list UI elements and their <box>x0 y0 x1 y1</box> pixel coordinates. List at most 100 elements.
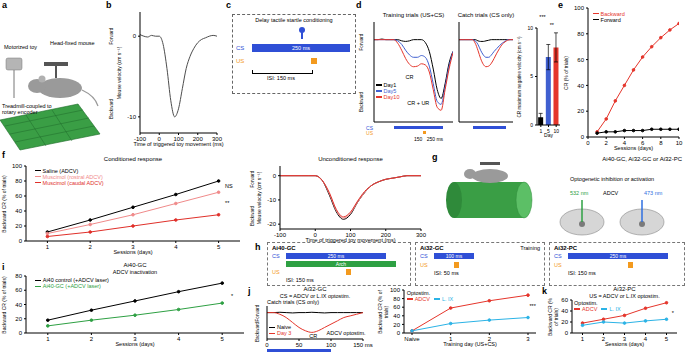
html-text:US: US <box>366 129 373 136</box>
html-text:CS: CS <box>236 45 245 51</box>
svg-text:40: 40 <box>393 313 400 319</box>
svg-text:40: 40 <box>577 83 584 89</box>
svg-text:200: 200 <box>380 232 391 239</box>
svg-text:20: 20 <box>15 223 22 229</box>
svg-text:20: 20 <box>393 322 400 328</box>
svg-text:40: 40 <box>15 302 22 308</box>
svg-text:80: 80 <box>393 296 400 302</box>
svg-text:2: 2 <box>605 140 609 146</box>
html-text:Backward CR (% of trials): Backward CR (% of trials) <box>1 275 8 334</box>
svg-text:2: 2 <box>90 336 94 342</box>
svg-text:0: 0 <box>581 134 585 140</box>
svg-text:4: 4 <box>174 244 178 250</box>
svg-text:-10: -10 <box>267 197 276 203</box>
html-text:Muscimol (caudal ADCV): Muscimol (caudal ADCV) <box>42 179 104 186</box>
svg-text:60: 60 <box>15 193 22 199</box>
svg-text:3: 3 <box>526 336 530 342</box>
svg-text:10: 10 <box>676 140 683 146</box>
svg-text:80: 80 <box>577 31 584 37</box>
svg-text:40: 40 <box>15 208 22 214</box>
html-text:Motorized toy: Motorized toy <box>4 44 37 50</box>
svg-text:80: 80 <box>15 273 22 279</box>
svg-text:60: 60 <box>15 287 22 293</box>
svg-text:1: 1 <box>581 336 585 342</box>
svg-text:4: 4 <box>644 336 648 342</box>
html-text:CS: CS <box>366 124 373 131</box>
svg-text:0: 0 <box>19 330 23 336</box>
svg-text:Naive: Naive <box>404 336 420 342</box>
svg-text:4: 4 <box>177 336 181 342</box>
svg-text:-20: -20 <box>267 221 276 227</box>
svg-text:1: 1 <box>539 128 542 134</box>
html-text:Backward CR (% of trials): Backward CR (% of trials) <box>1 174 8 233</box>
svg-text:0: 0 <box>565 330 569 336</box>
svg-text:300: 300 <box>212 136 222 143</box>
svg-text:0: 0 <box>397 330 401 336</box>
html-text:CR (% of trials): CR (% of trials) <box>563 55 570 90</box>
svg-text:80: 80 <box>15 178 22 184</box>
svg-text:2: 2 <box>89 244 93 250</box>
svg-text:5: 5 <box>221 336 225 342</box>
html-text:CS = ADCV or L.IX optostim.: CS = ADCV or L.IX optostim. <box>279 292 351 299</box>
svg-text:5: 5 <box>665 336 669 342</box>
html-text:Mouse velocity (cm s⁻¹): Mouse velocity (cm s⁻¹) <box>116 46 123 99</box>
html-text:US: US <box>236 58 245 64</box>
svg-text:150 ms: 150 ms <box>353 342 373 348</box>
svg-text:20: 20 <box>577 108 584 114</box>
html-text:Forward: Forward <box>600 16 621 23</box>
svg-text:20: 20 <box>15 316 22 322</box>
svg-text:0: 0 <box>273 173 277 179</box>
svg-text:-10: -10 <box>127 114 136 120</box>
svg-text:0: 0 <box>133 33 137 39</box>
svg-text:40: 40 <box>561 308 568 314</box>
svg-text:50: 50 <box>296 342 303 348</box>
html-text:Backward CR (% of trials): Backward CR (% of trials) <box>546 297 558 336</box>
html-text:Backward CR (% of trials): Backward CR (% of trials) <box>376 289 388 334</box>
svg-text:0: 0 <box>265 342 269 348</box>
html-text:Mouse velocity (cm s⁻¹): Mouse velocity (cm s⁻¹) <box>256 171 263 224</box>
html-text:Catch trials (CS only): Catch trials (CS only) <box>267 298 319 305</box>
svg-text:60: 60 <box>393 304 400 310</box>
svg-text:60: 60 <box>561 297 568 303</box>
svg-text:5: 5 <box>530 73 533 79</box>
svg-text:0: 0 <box>586 140 590 146</box>
html-text:ADCV optostim.: ADCV optostim. <box>326 329 366 336</box>
html-text:Head-fixed mouse: Head-fixed mouse <box>50 40 95 46</box>
html-text:Backward: Backward <box>600 10 625 17</box>
html-text:Ai40-GC, Ai32-GC or Ai32-PC: Ai40-GC, Ai32-GC or Ai32-PC <box>602 156 682 162</box>
html-text:Ai40-GC (+ADCV laser): Ai40-GC (+ADCV laser) <box>42 283 101 290</box>
svg-text:200: 200 <box>192 136 203 143</box>
svg-text:-100: -100 <box>134 136 146 143</box>
html-text:NS: NS <box>225 182 233 189</box>
svg-text:100: 100 <box>345 232 356 239</box>
svg-text:100: 100 <box>326 342 337 348</box>
html-text:Treadmill-coupled to rotary en: Treadmill-coupled to rotary encoder <box>2 103 52 115</box>
svg-text:1: 1 <box>46 336 50 342</box>
html-text:Day 3: Day 3 <box>276 330 292 337</box>
svg-text:100: 100 <box>12 163 23 169</box>
svg-text:10: 10 <box>553 128 559 134</box>
html-text:250 ms: 250 ms <box>292 45 310 51</box>
html-text:US = ADCV or L.IX optostim.: US = ADCV or L.IX optostim. <box>589 292 660 299</box>
svg-text:20: 20 <box>561 319 568 325</box>
svg-text:60: 60 <box>577 57 584 63</box>
svg-text:100: 100 <box>173 136 184 143</box>
html-text:Naive: Naive <box>276 324 291 331</box>
html-text:Muscimol (rostral ADCV): Muscimol (rostral ADCV) <box>42 173 103 180</box>
svg-text:1: 1 <box>46 244 50 250</box>
svg-text:300: 300 <box>416 232 427 238</box>
html-text:ISI: 150 ms: ISI: 150 ms <box>267 75 295 81</box>
svg-text:-100: -100 <box>274 232 287 238</box>
html-text:g: g <box>432 152 438 162</box>
svg-text:0: 0 <box>19 238 23 244</box>
svg-text:100: 100 <box>574 5 585 11</box>
html-text:Saline (ADCV): Saline (ADCV) <box>42 167 79 174</box>
svg-text:5: 5 <box>217 244 221 250</box>
html-text:Delay tactile startle conditio: Delay tactile startle conditioning <box>255 17 333 23</box>
svg-text:0: 0 <box>530 122 533 128</box>
html-text:Ai40 control (+ADCV laser): Ai40 control (+ADCV laser) <box>42 277 109 284</box>
svg-text:8: 8 <box>659 140 663 146</box>
svg-text:100: 100 <box>390 287 401 293</box>
html-text:ADCV inactivation: ADCV inactivation <box>112 268 158 275</box>
svg-text:10: 10 <box>527 25 533 31</box>
